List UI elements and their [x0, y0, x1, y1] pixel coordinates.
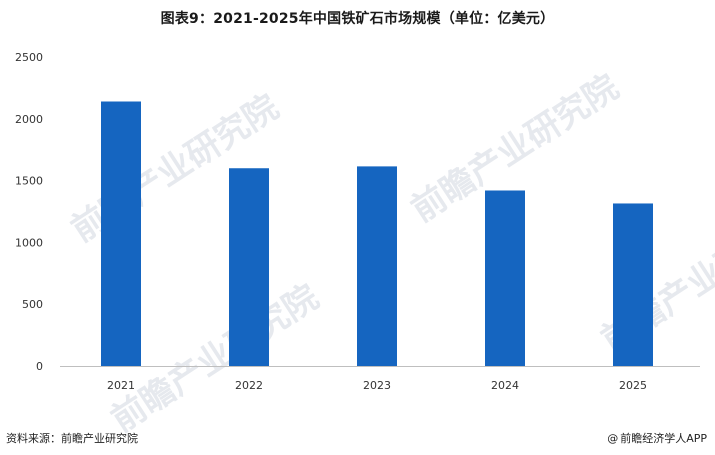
x-axis-ticks: 2021 2022 2023 2024 2025 — [107, 379, 647, 392]
x-tick-label: 2021 — [107, 379, 135, 392]
bar-2023 — [357, 166, 397, 366]
y-axis-ticks: 0 500 1000 1500 2000 2500 — [15, 51, 43, 373]
x-tick-label: 2025 — [619, 379, 647, 392]
bars — [101, 101, 653, 366]
y-tick-label: 1500 — [15, 175, 43, 188]
source-note: 资料来源：前瞻产业研究院 — [6, 432, 138, 445]
y-tick-label: 500 — [22, 298, 43, 311]
brand-name: 前瞻经济学人APP — [620, 432, 707, 445]
y-tick-label: 2000 — [15, 113, 43, 126]
x-tick-label: 2023 — [363, 379, 391, 392]
y-tick-label: 1000 — [15, 236, 43, 249]
bar-2024 — [485, 190, 525, 366]
y-tick-label: 2500 — [15, 51, 43, 64]
bar-2022 — [229, 168, 269, 366]
bar-2025 — [613, 203, 653, 366]
bar-2021 — [101, 101, 141, 366]
chart-title: 图表9：2021-2025年中国铁矿石市场规模（单位：亿美元） — [160, 11, 555, 27]
y-tick-label: 0 — [36, 360, 43, 373]
at-icon: @ — [607, 431, 619, 445]
x-tick-label: 2022 — [235, 379, 263, 392]
x-tick-label: 2024 — [491, 379, 519, 392]
brand-credit: @ 前瞻经济学人APP — [607, 430, 707, 446]
